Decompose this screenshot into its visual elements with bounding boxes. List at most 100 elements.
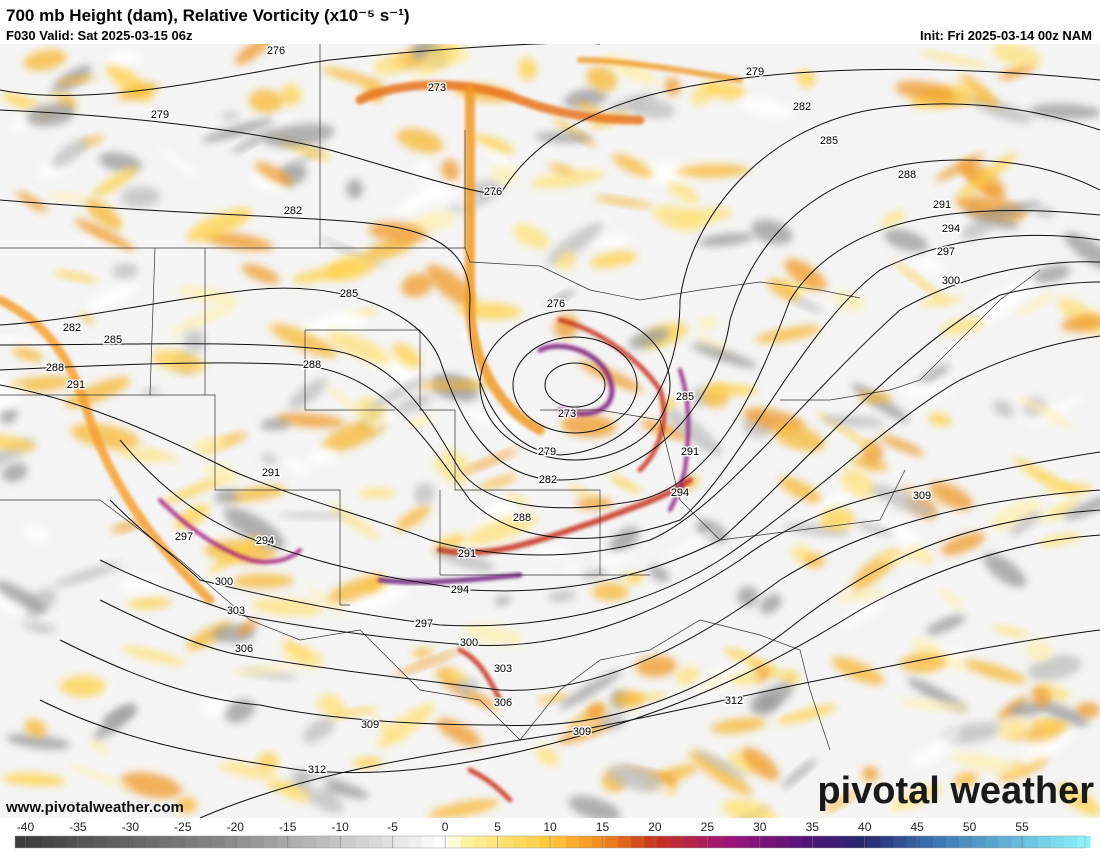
- vorticity-blob: [586, 702, 606, 721]
- vorticity-blob: [112, 263, 139, 279]
- vorticity-blob: [201, 118, 274, 143]
- vorticity-blob: [327, 330, 392, 365]
- vorticity-blob: [346, 179, 363, 199]
- colorbar-swatch: [15, 836, 29, 848]
- contour-line: [0, 44, 600, 96]
- vorticity-blob: [1033, 264, 1071, 283]
- vorticity-blob: [494, 596, 511, 606]
- colorbar-tick-label: -25: [174, 820, 192, 834]
- contour-label: 291: [681, 446, 699, 458]
- vorticity-blob: [797, 69, 816, 88]
- contour-label: 291: [67, 379, 85, 391]
- height-contours: [0, 44, 1100, 818]
- colorbar-swatch: [342, 836, 357, 848]
- colorbar-swatch: [552, 836, 567, 848]
- vorticity-blob: [472, 134, 515, 154]
- province-line: [319, 44, 466, 248]
- vorticity-blob: [957, 152, 1017, 199]
- vorticity-blob: [640, 420, 690, 440]
- vorticity-blob: [823, 790, 859, 813]
- state-line: [204, 248, 650, 576]
- vorticity-blob: [22, 524, 50, 542]
- vorticity-blob: [664, 77, 681, 97]
- vorticity-blob: [120, 772, 182, 799]
- vorticity-blob: [962, 660, 1027, 684]
- colorbar-tick-label: -35: [69, 820, 87, 834]
- vorticity-blob: [698, 316, 719, 331]
- contour-label: 288: [303, 359, 321, 371]
- contour-label: 276: [267, 45, 285, 57]
- vorticity-blob: [324, 383, 384, 433]
- vorticity-blob: [894, 80, 957, 102]
- vorticity-blob: [897, 699, 973, 712]
- vorticity-blob: [411, 160, 432, 183]
- colorbar-swatch: [670, 836, 685, 848]
- colorbar-tick-label: 10: [543, 820, 557, 834]
- colorbar-swatch: [1064, 836, 1078, 848]
- vorticity-streak: [377, 572, 523, 585]
- vorticity-blob: [855, 522, 894, 536]
- contour-line: [99, 489, 1100, 691]
- contour-label: 297: [937, 246, 955, 258]
- vorticity-blob: [834, 590, 886, 602]
- vorticity-blob: [204, 232, 273, 251]
- vorticity-blob: [476, 144, 515, 169]
- vorticity-blob: [343, 586, 409, 616]
- vorticity-blob: [426, 264, 477, 308]
- vorticity-blob: [819, 507, 855, 531]
- colorbar-swatch: [159, 836, 173, 848]
- colorbar-swatch: [985, 836, 999, 848]
- vorticity-blob: [51, 138, 90, 168]
- colorbar-swatch: [251, 836, 265, 848]
- colorbar-tick-label: -20: [227, 820, 245, 834]
- vorticity-blob: [111, 520, 144, 533]
- contour-label: 309: [573, 726, 591, 738]
- colorbar-swatch: [133, 836, 147, 848]
- vorticity-blob: [1037, 498, 1071, 524]
- vorticity-blob: [783, 669, 800, 686]
- vorticity-blob: [329, 504, 380, 540]
- colorbar-swatch: [106, 836, 121, 848]
- vorticity-blob: [575, 497, 613, 510]
- vorticity-blob: [152, 349, 206, 374]
- colorbar-swatch: [54, 836, 68, 848]
- vorticity-blob: [989, 499, 1043, 531]
- vorticity-blob: [234, 44, 273, 65]
- contour-line: [0, 261, 1100, 556]
- vorticity-blob: [691, 343, 758, 369]
- colorbar-swatch: [500, 836, 514, 848]
- vorticity-blob: [89, 738, 110, 755]
- vorticity-blob: [939, 588, 964, 609]
- vorticity-blob: [263, 123, 335, 148]
- contour-label: 276: [547, 298, 565, 310]
- vorticity-blob: [1025, 639, 1053, 662]
- vorticity-blob: [759, 594, 782, 614]
- vorticity-blob: [231, 665, 295, 675]
- colorbar-swatch: [959, 836, 973, 848]
- vorticity-blob: [220, 111, 239, 120]
- vorticity-blob: [758, 682, 794, 710]
- vorticity-blob: [176, 797, 198, 814]
- contour-label: 273: [428, 82, 446, 94]
- vorticity-blob: [881, 210, 906, 227]
- vorticity-blob: [331, 707, 378, 718]
- vorticity-blob: [24, 719, 47, 738]
- contour-label: 303: [227, 605, 245, 617]
- vorticity-blob: [120, 576, 163, 595]
- colorbar-swatch: [473, 836, 488, 848]
- vorticity-blob: [98, 152, 142, 173]
- colorbar-swatch: [119, 836, 134, 848]
- vorticity-blob: [186, 207, 253, 242]
- vorticity-blob: [1063, 492, 1100, 520]
- colorbar-swatch: [919, 836, 934, 848]
- colorbar-swatch: [434, 836, 449, 848]
- vorticity-blob: [784, 258, 827, 291]
- vorticity-blob: [53, 270, 98, 282]
- boundaries: [0, 44, 1041, 751]
- colorbar-tick-label: -10: [332, 820, 350, 834]
- colorbar-swatch: [421, 836, 435, 848]
- colorbar-swatch: [736, 836, 750, 848]
- colorbar-tick-label: 55: [1015, 820, 1029, 834]
- vorticity-blob: [1027, 655, 1082, 681]
- colorbar-swatch: [932, 836, 947, 848]
